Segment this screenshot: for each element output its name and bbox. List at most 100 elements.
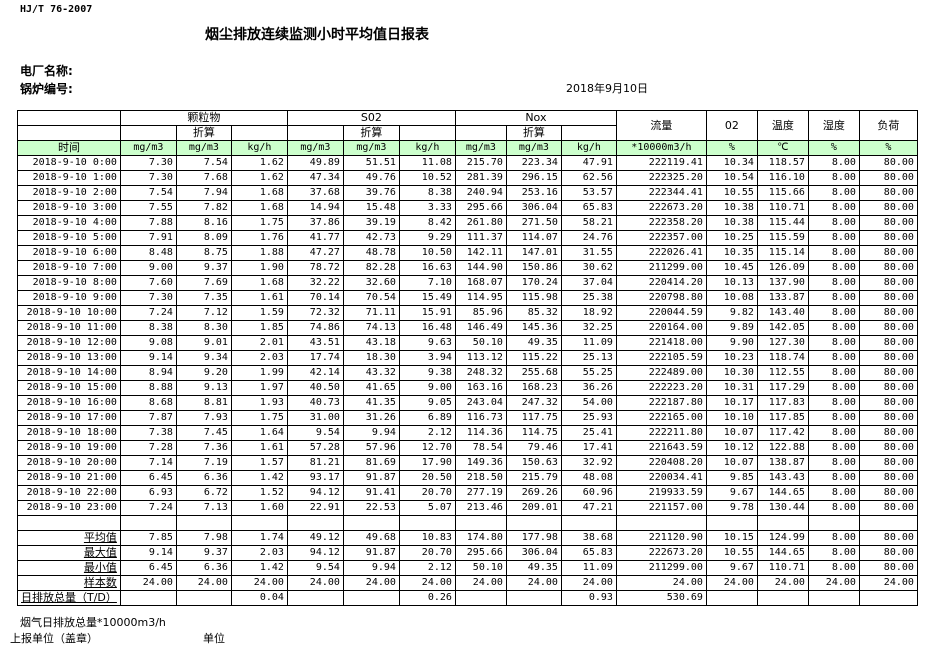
- data-row: 2018-9-10 2:00 7.54 7.94 1.68 37.68 39.76 8.38…: [17, 185, 918, 201]
- table-cell: 115.66: [756, 185, 809, 201]
- stats-row: 样本数 24.00 24.00 24.00 24.00 24.00 24.00 24.00 24…: [17, 575, 918, 591]
- table-cell: 9.54: [286, 425, 344, 441]
- table-cell: 6.45: [119, 470, 177, 486]
- table-cell: 1.99: [230, 365, 288, 381]
- table-cell: 8.94: [119, 365, 177, 381]
- report-title: 烟尘排放连续监测小时平均值日报表: [205, 27, 429, 43]
- table-cell: 8.00: [807, 395, 860, 411]
- table-cell: 142.05: [756, 320, 809, 336]
- table-cell: 174.80: [454, 530, 507, 546]
- table-cell: 70.54: [342, 290, 400, 306]
- table-cell: 7.98: [175, 530, 232, 546]
- table-cell: 7.30: [119, 155, 177, 171]
- table-cell: 222358.20: [615, 215, 707, 231]
- table-cell: 215.79: [505, 470, 562, 486]
- table-cell: 222026.41: [615, 245, 707, 261]
- unit-header: kg/h: [560, 140, 617, 156]
- table-cell: 1.90: [230, 260, 288, 276]
- table-cell: 9.63: [398, 335, 456, 351]
- table-cell: 9.14: [119, 350, 177, 366]
- unit-header: mg/m3: [286, 140, 344, 156]
- table-cell: 222165.00: [615, 410, 707, 426]
- table-cell: 1.61: [230, 290, 288, 306]
- stats-row: 平均值 7.85 7.98 1.74 49.12 49.68 10.83 174.80 177.…: [17, 530, 918, 546]
- data-row: 2018-9-10 4:00 7.88 8.16 1.75 37.86 39.19 8.42…: [17, 215, 918, 231]
- table-cell: 9.01: [175, 335, 232, 351]
- hourly-report-table: 颗粒物 S02 Nox 流量 02 温度 湿度 负荷 折算 折算 折算 时间 mg…: [17, 110, 918, 606]
- table-cell: 42.73: [342, 230, 400, 246]
- table-cell: 295.66: [454, 545, 507, 561]
- so2-group-header: S02: [286, 110, 456, 126]
- table-cell: 8.00: [807, 335, 860, 351]
- table-cell: 24.00: [560, 575, 617, 591]
- table-cell: [560, 515, 617, 531]
- table-cell: 117.75: [505, 410, 562, 426]
- table-cell: 9.67: [705, 485, 758, 501]
- data-label: 2018-9-10 10:00: [17, 305, 121, 321]
- table-cell: 114.95: [454, 290, 507, 306]
- table-cell: 10.15: [705, 530, 758, 546]
- table-cell: 80.00: [858, 245, 918, 261]
- table-cell: 8.42: [398, 215, 456, 231]
- table-cell: 7.69: [175, 275, 232, 291]
- stats-row: 最小值 6.45 6.36 1.42 9.54 9.94 2.12 50.10 49.35 11.…: [17, 560, 918, 576]
- table-cell: 80.00: [858, 530, 918, 546]
- unit-header: ℃: [756, 140, 809, 156]
- table-cell: [119, 515, 177, 531]
- table-cell: 80.00: [858, 395, 918, 411]
- table-cell: 70.14: [286, 290, 344, 306]
- table-cell: [230, 515, 288, 531]
- table-cell: 9.82: [705, 305, 758, 321]
- data-row: 2018-9-10 22:00 6.93 6.72 1.52 94.12 91.41 20.…: [17, 485, 918, 501]
- humidity-header: 湿度: [807, 110, 860, 141]
- table-cell: 39.76: [342, 185, 400, 201]
- daily-total-row: 日排放总量（T/D） 0.04 0.26 0.93 530.69: [17, 590, 918, 606]
- table-cell: 74.86: [286, 320, 344, 336]
- table-cell: 7.24: [119, 500, 177, 516]
- table-cell: 133.87: [756, 290, 809, 306]
- table-cell: 80.00: [858, 455, 918, 471]
- table-cell: 10.25: [705, 230, 758, 246]
- table-cell: 10.08: [705, 290, 758, 306]
- table-cell: 37.04: [560, 275, 617, 291]
- table-cell: 81.69: [342, 455, 400, 471]
- table-cell: 49.35: [505, 335, 562, 351]
- blank-header-cell: [17, 125, 121, 141]
- data-label: 2018-9-10 17:00: [17, 410, 121, 426]
- table-cell: 32.92: [560, 455, 617, 471]
- table-cell: 31.26: [342, 410, 400, 426]
- data-row: 2018-9-10 13:00 9.14 9.34 2.03 17.74 18.30 3.9…: [17, 350, 918, 366]
- table-cell: 306.04: [505, 545, 562, 561]
- boiler-number-label: 锅炉编号:: [20, 82, 73, 96]
- data-row: 2018-9-10 20:00 7.14 7.19 1.57 81.21 81.69 17.…: [17, 455, 918, 471]
- table-cell: 10.13: [705, 275, 758, 291]
- table-cell: 110.71: [756, 560, 809, 576]
- table-cell: 7.60: [119, 275, 177, 291]
- table-cell: 1.93: [230, 395, 288, 411]
- table-cell: 117.83: [756, 395, 809, 411]
- table-cell: 145.36: [505, 320, 562, 336]
- data-label: 2018-9-10 2:00: [17, 185, 121, 201]
- table-cell: 20.50: [398, 470, 456, 486]
- table-cell: 1.85: [230, 320, 288, 336]
- table-cell: 78.72: [286, 260, 344, 276]
- table-cell: 37.86: [286, 215, 344, 231]
- table-cell: 222187.80: [615, 395, 707, 411]
- table-cell: 49.35: [505, 560, 562, 576]
- table-cell: 8.38: [398, 185, 456, 201]
- table-cell: 117.29: [756, 380, 809, 396]
- table-cell: 10.10: [705, 410, 758, 426]
- table-cell: [858, 590, 918, 606]
- table-cell: 222119.41: [615, 155, 707, 171]
- blank-header-cell: [17, 110, 121, 126]
- table-cell: 14.94: [286, 200, 344, 216]
- table-cell: 117.42: [756, 425, 809, 441]
- table-cell: 0.04: [230, 590, 288, 606]
- table-cell: 60.96: [560, 485, 617, 501]
- table-cell: 8.00: [807, 560, 860, 576]
- table-cell: 24.00: [756, 575, 809, 591]
- table-cell: 8.88: [119, 380, 177, 396]
- data-label: 2018-9-10 19:00: [17, 440, 121, 456]
- table-cell: 16.63: [398, 260, 456, 276]
- table-cell: 269.26: [505, 485, 562, 501]
